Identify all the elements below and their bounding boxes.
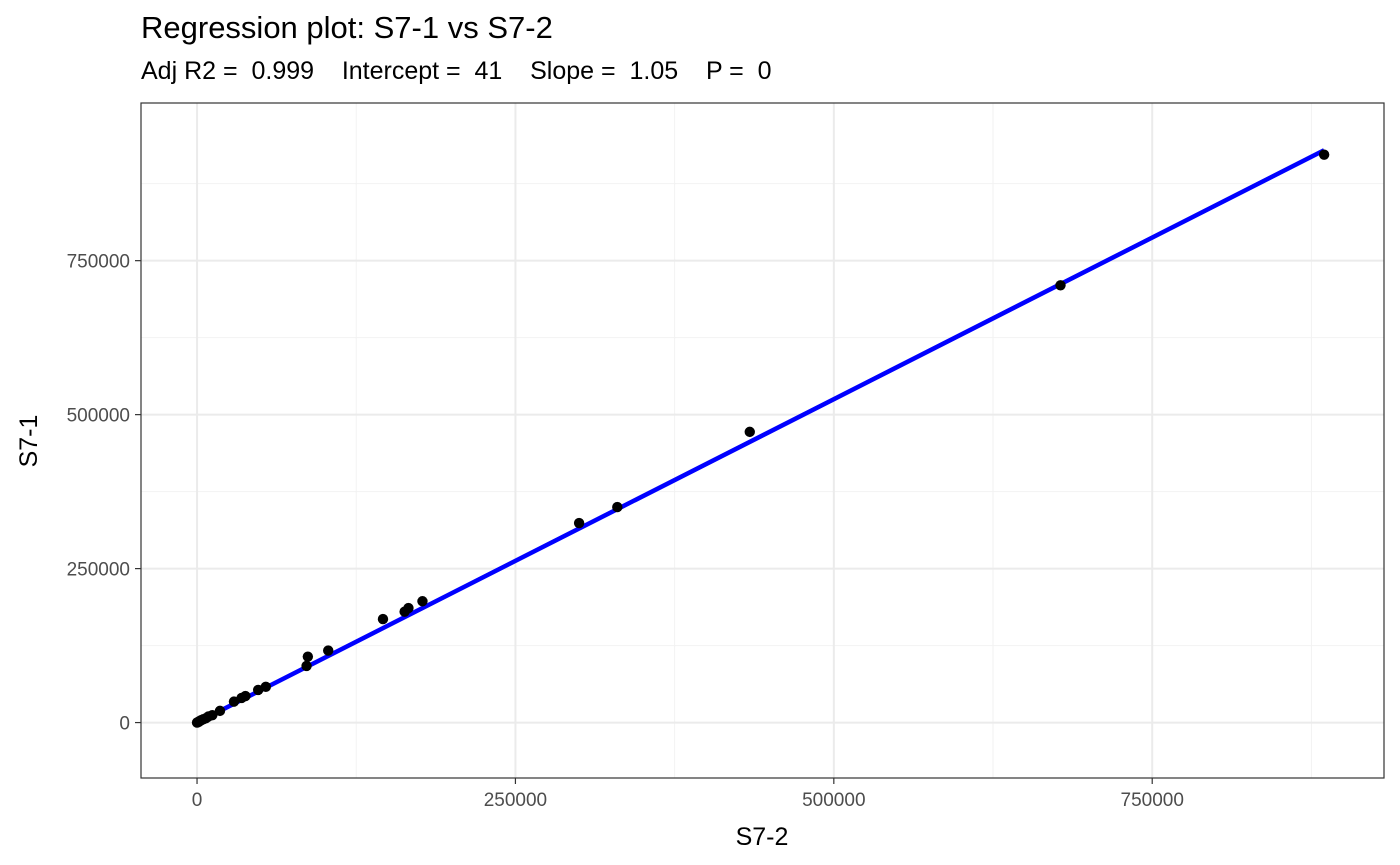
panel-border [140,102,1385,779]
data-point [417,596,428,607]
data-point [1318,149,1330,160]
y-tick-label: 500000 [67,406,130,427]
y-axis-ticks: 0 250000 500000 750000 [67,252,141,735]
x-tick-label: 0 [192,790,203,811]
chart-subtitle: Adj R2 = 0.999 Intercept = 41 Slope = 1.… [141,57,772,85]
y-tick-label: 250000 [67,560,130,581]
panel-background [141,103,1384,778]
data-point [573,517,585,529]
data-point [323,645,334,656]
y-tick-label: 0 [119,714,130,735]
x-axis-title: S7-2 [736,823,789,851]
regression-line-group [196,148,1326,725]
x-tick-label: 500000 [802,790,865,811]
data-point [744,426,755,438]
data-point [612,501,623,513]
data-point [1055,280,1066,291]
data-point [260,681,272,693]
data-points [191,149,1330,728]
x-tick-label: 250000 [484,790,547,811]
chart-title: Regression plot: S7-1 vs S7-2 [141,10,553,45]
data-point [302,651,314,662]
x-tick-label: 750000 [1121,790,1184,811]
data-point [377,613,389,625]
data-point [214,705,226,717]
data-point [207,709,218,721]
y-axis-title: S7-1 [15,415,43,468]
data-point [240,690,251,702]
y-tick-label: 750000 [67,252,130,273]
x-axis-ticks: 0 250000 500000 750000 [192,778,1184,811]
regression-line [196,148,1326,725]
data-point [301,660,312,672]
data-point [403,602,414,614]
major-gridlines [141,103,1384,778]
